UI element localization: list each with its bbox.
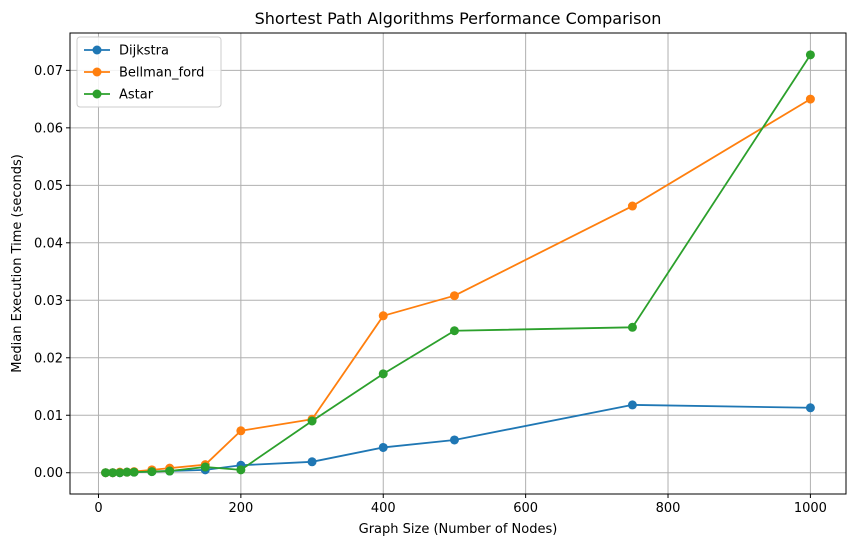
legend-label: Dijkstra bbox=[119, 44, 169, 59]
x-tick-label: 1000 bbox=[794, 501, 827, 516]
data-point bbox=[805, 94, 815, 104]
x-tick-label: 0 bbox=[94, 501, 102, 516]
data-point bbox=[449, 435, 459, 445]
data-point bbox=[307, 457, 317, 467]
data-point bbox=[378, 311, 388, 321]
series-bellman-ford bbox=[101, 94, 815, 478]
x-tick-label: 800 bbox=[656, 501, 681, 516]
series-line bbox=[105, 98, 811, 474]
legend-label: Bellman_ford bbox=[119, 66, 204, 81]
axes: 0 200 400 600 800 1000 0.00 0.01 0.02 0.03 0.04 0.0… bbox=[34, 64, 827, 516]
legend-item: Dijkstra bbox=[84, 44, 169, 59]
data-point bbox=[129, 467, 139, 477]
data-point bbox=[449, 291, 459, 301]
data-point bbox=[108, 468, 118, 478]
data-point bbox=[627, 201, 637, 211]
plot-area bbox=[101, 50, 815, 478]
data-point bbox=[236, 465, 246, 475]
y-tick-label: 0.03 bbox=[34, 294, 63, 309]
plot-frame bbox=[69, 32, 847, 495]
data-point bbox=[627, 400, 637, 410]
y-tick-label: 0.00 bbox=[34, 466, 63, 481]
data-point bbox=[378, 442, 388, 452]
data-point bbox=[165, 466, 175, 476]
data-point bbox=[627, 322, 637, 332]
y-tick-label: 0.04 bbox=[34, 236, 63, 251]
y-tick-label: 0.02 bbox=[34, 351, 63, 366]
legend-label: Astar bbox=[119, 88, 154, 103]
y-tick-label: 0.06 bbox=[34, 121, 63, 136]
x-tick-label: 600 bbox=[513, 501, 538, 516]
legend-item: Astar bbox=[84, 88, 154, 103]
chart-title: Shortest Path Algorithms Performance Com… bbox=[255, 9, 662, 28]
y-tick-label: 0.01 bbox=[34, 409, 63, 424]
legend-item: Bellman_ford bbox=[84, 66, 204, 81]
y-tick-label: 0.07 bbox=[34, 64, 63, 79]
data-point bbox=[200, 462, 210, 472]
data-point bbox=[805, 50, 815, 60]
data-point bbox=[115, 468, 125, 478]
y-axis-label: Median Execution Time (seconds) bbox=[10, 154, 25, 373]
grid bbox=[70, 33, 846, 494]
data-point bbox=[449, 326, 459, 336]
data-point bbox=[101, 468, 111, 478]
x-axis-label: Graph Size (Number of Nodes) bbox=[359, 522, 558, 537]
series-line bbox=[105, 54, 812, 474]
data-point bbox=[805, 403, 815, 413]
series-astar bbox=[101, 50, 815, 478]
data-point bbox=[147, 467, 157, 477]
data-point bbox=[378, 369, 388, 379]
x-tick-label: 400 bbox=[371, 501, 396, 516]
y-tick-label: 0.05 bbox=[34, 179, 63, 194]
x-tick-label: 200 bbox=[228, 501, 253, 516]
legend-marker bbox=[92, 45, 102, 55]
legend-marker bbox=[92, 67, 102, 77]
legend-box bbox=[76, 36, 222, 108]
data-point bbox=[236, 426, 246, 436]
data-point bbox=[122, 467, 132, 477]
data-point bbox=[307, 416, 317, 426]
legend-marker bbox=[92, 89, 102, 99]
legend: Dijkstra Bellman_ford Astar bbox=[76, 36, 222, 108]
